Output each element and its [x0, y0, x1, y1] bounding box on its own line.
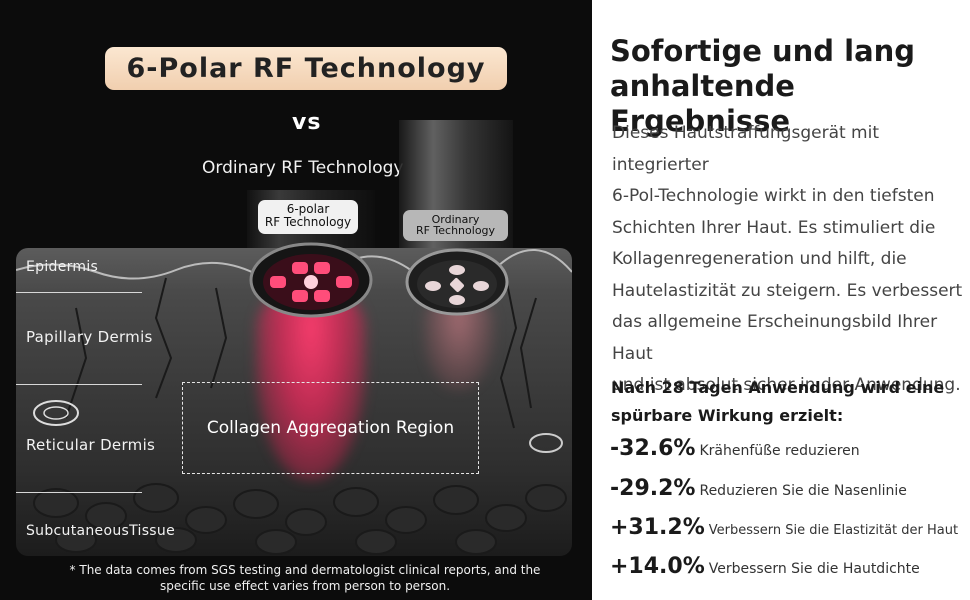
results-subtitle-line2: spürbare Wirkung erzielt:: [611, 406, 844, 425]
results-subtitle: Nach 28 Tagen Anwendung wird eine spürba…: [611, 374, 965, 430]
layer-label-subcutaneous-tissue: SubcutaneousTissue: [26, 523, 175, 539]
results-title-line1: Sofortige und lang: [610, 34, 916, 68]
layer-divider: [16, 492, 142, 493]
collagen-region-label: Collagen Aggregation Region: [206, 418, 455, 438]
stat-value: -32.6%: [610, 436, 696, 461]
ordinary-label-line1: Ordinary: [431, 213, 480, 226]
results-subtitle-line1: Nach 28 Tagen Anwendung wird eine: [611, 378, 945, 397]
ordinary-label-line2: RF Technology: [415, 224, 496, 237]
right-text-panel: Sofortige und lang anhaltende Ergebnisse…: [592, 0, 970, 600]
6polar-energy-glow: [256, 290, 366, 480]
6polar-device-head: [249, 242, 373, 318]
results-title-line2: anhaltende Ergebnisse: [610, 69, 795, 138]
ordinary-device-head: [405, 248, 509, 316]
stat-row: +31.2% Verbessern Sie die Elastizität der…: [610, 515, 970, 540]
stat-label: Krähenfüße reduzieren: [699, 443, 860, 459]
stat-row: -29.2% Reduzieren Sie die Nasenlinie: [610, 476, 970, 501]
layer-divider: [16, 292, 142, 293]
stat-value: +31.2%: [610, 515, 705, 540]
stat-value: -29.2%: [610, 476, 696, 501]
6polar-label-line1: 6-polar: [286, 202, 330, 216]
description-line: und ist absolut sicher in der Anwendung.: [612, 375, 961, 395]
footnote: * The data comes from SGS testing and de…: [40, 562, 570, 594]
stat-label: Reduzieren Sie die Nasenlinie: [699, 483, 907, 499]
description-paragraph: Dieses Hautstraffungsgerät mit integrier…: [612, 118, 966, 402]
collagen-region-box: Collagen Aggregation Region: [182, 382, 479, 474]
stat-value: +14.0%: [610, 554, 705, 579]
layer-label-epidermis: Epidermis: [26, 259, 99, 275]
skin-texture-illustration: [16, 249, 572, 555]
ordinary-device-label: Ordinary RF Technology: [403, 210, 508, 241]
footnote-line2: specific use effect varies from person t…: [159, 579, 451, 593]
layer-label-papillary-dermis: Papillary Dermis: [26, 328, 153, 346]
title-badge: 6-Polar RF Technology: [105, 47, 507, 90]
stat-label: Verbessern Sie die Hautdichte: [708, 561, 920, 577]
skin-cross-section: [16, 248, 572, 556]
stat-row: +14.0% Verbessern Sie die Hautdichte: [610, 554, 970, 579]
vs-text: vs: [292, 110, 322, 135]
description-line: 6-Pol-Technologie wirkt in den tiefsten: [612, 186, 935, 206]
layer-divider: [16, 384, 142, 385]
description-line: Kollagenregeneration und hilft, die: [612, 249, 907, 269]
description-line: Hautelastizität zu steigern. Es verbesse…: [612, 280, 963, 301]
stat-row: -32.6% Krähenfüße reduzieren: [610, 436, 970, 461]
6polar-device-label: 6-polar RF Technology: [258, 200, 358, 234]
footnote-line1: * The data comes from SGS testing and de…: [69, 563, 541, 577]
description-line: Dieses Hautstraffungsgerät mit integrier…: [612, 123, 880, 175]
description-line: das allgemeine Erscheinungsbild Ihrer Ha…: [612, 312, 938, 364]
left-dark-panel: 6-Polar RF Technology vs Ordinary RF Tec…: [0, 0, 592, 600]
results-title: Sofortige und lang anhaltende Ergebnisse: [610, 34, 966, 139]
comparison-heading: Ordinary RF Technology: [202, 158, 404, 178]
6polar-label-line2: RF Technology: [264, 215, 352, 229]
stat-label: Verbessern Sie die Elastizität der Haut: [708, 523, 959, 538]
description-line: Schichten Ihrer Haut. Es stimuliert die: [612, 217, 936, 238]
layer-label-reticular-dermis: Reticular Dermis: [26, 436, 156, 454]
